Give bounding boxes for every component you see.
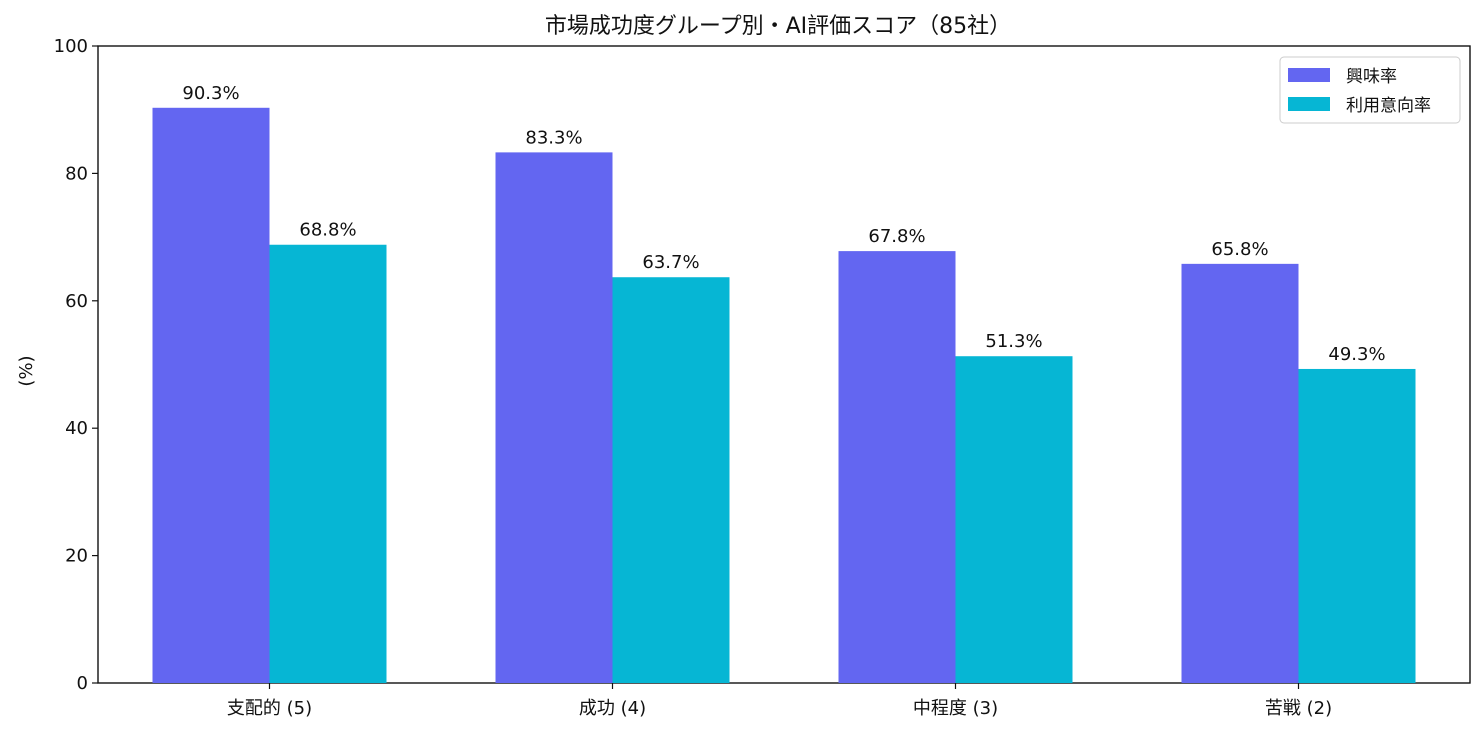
bar bbox=[955, 356, 1073, 683]
bar-value-label: 63.7% bbox=[642, 252, 699, 273]
y-tick-label: 100 bbox=[54, 36, 88, 57]
legend-swatch bbox=[1288, 68, 1330, 82]
y-tick-label: 40 bbox=[65, 418, 88, 439]
plot-area: 0 20 40 60 80 100 支配的 (5) 90.3% 68.8% 成功 (4) 83.3%… bbox=[54, 36, 1471, 719]
bar-value-label: 51.3% bbox=[985, 331, 1042, 352]
x-tick-label: 苦戦 (2) bbox=[1265, 698, 1332, 719]
x-tick-label: 支配的 (5) bbox=[227, 698, 312, 719]
bar-value-label: 90.3% bbox=[182, 83, 239, 104]
legend-label: 利用意向率 bbox=[1346, 96, 1431, 116]
bar-value-label: 83.3% bbox=[525, 127, 582, 148]
bar-value-label: 49.3% bbox=[1328, 344, 1385, 365]
bar bbox=[269, 244, 387, 683]
bar-value-label: 65.8% bbox=[1211, 239, 1268, 260]
y-tick-label: 20 bbox=[65, 546, 88, 567]
bar-value-label: 68.8% bbox=[299, 220, 356, 241]
chart-title: 市場成功度グループ別・AI評価スコア（85社） bbox=[545, 14, 1011, 39]
bar bbox=[838, 251, 956, 683]
bar-value-label: 67.8% bbox=[868, 226, 925, 247]
legend-label: 興味率 bbox=[1346, 67, 1397, 87]
bar bbox=[612, 277, 730, 683]
plot-frame bbox=[97, 45, 1471, 684]
y-axis-label: (%) bbox=[16, 355, 37, 386]
bar bbox=[152, 107, 270, 683]
y-tick-label: 0 bbox=[77, 673, 88, 694]
y-tick-label: 80 bbox=[65, 163, 88, 184]
y-tick-label: 60 bbox=[65, 291, 88, 312]
x-tick-label: 中程度 (3) bbox=[913, 698, 998, 719]
bar bbox=[495, 152, 613, 683]
x-tick-label: 成功 (4) bbox=[579, 698, 646, 719]
bar bbox=[1298, 368, 1416, 683]
legend-swatch bbox=[1288, 97, 1330, 111]
bar bbox=[1181, 263, 1299, 683]
